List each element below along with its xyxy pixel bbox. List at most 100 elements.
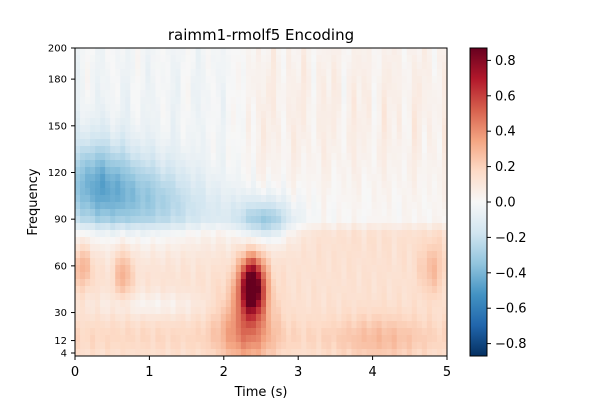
heatmap-cell [115,104,121,112]
heatmap-cell [411,160,418,168]
heatmap-cell [311,104,317,112]
heatmap-cell [396,188,403,196]
heatmap-cell [296,251,302,259]
heatmap-cell [75,335,81,343]
heatmap-cell [160,188,167,196]
heatmap-cell [185,279,192,287]
heatmap-cell [326,286,332,294]
heatmap-cell [316,83,322,91]
heatmap-cell [130,195,136,203]
heatmap-cell [416,307,423,315]
heatmap-cell [205,230,212,238]
heatmap-cell [90,83,96,91]
heatmap-cell [210,125,217,133]
heatmap-cell [220,69,227,77]
heatmap-cell [321,125,327,133]
heatmap-cell [271,265,277,273]
heatmap-cell [120,272,126,280]
heatmap-cell [245,104,252,112]
heatmap-cell [261,307,267,315]
heatmap-cell [95,293,101,301]
heatmap-cell [381,251,388,259]
heatmap-cell [301,328,307,336]
x-tick-label: 4 [368,365,376,380]
heatmap-cell [155,97,162,105]
heatmap-cell [90,90,96,98]
heatmap-cell [140,76,146,84]
heatmap-cell [311,195,317,203]
heatmap-cell [271,230,277,238]
heatmap-cell [245,188,252,196]
heatmap-cell [210,230,217,238]
heatmap-cell [190,272,197,280]
heatmap-cell [115,314,121,322]
heatmap-cell [401,314,408,322]
heatmap-cell [95,146,101,154]
heatmap-cell [411,195,418,203]
heatmap-cell [261,195,267,203]
heatmap-cell [105,111,111,119]
heatmap-cell [386,167,393,175]
heatmap-cell [391,300,398,308]
heatmap-cell [361,328,368,336]
heatmap-cell [90,139,96,147]
heatmap-cell [411,139,418,147]
heatmap-cell [441,314,447,322]
colorbar-tick-label: −0.2 [495,231,527,246]
heatmap-cell [190,328,197,336]
heatmap-cell [200,62,207,70]
heatmap-cell [115,307,121,315]
heatmap-cell [371,111,378,119]
heatmap-cell [341,300,348,308]
heatmap-cell [381,104,388,112]
heatmap-cell [95,111,101,119]
heatmap-cell [240,272,247,280]
heatmap-cell [80,83,86,91]
heatmap-cell [135,76,141,84]
heatmap-cell [150,223,157,231]
heatmap-cell [190,265,197,273]
heatmap-cell [286,321,292,329]
heatmap-cell [301,293,307,301]
heatmap-cell [190,237,197,245]
heatmap-cell [240,307,247,315]
heatmap-cell [416,188,423,196]
heatmap-cell [135,188,141,196]
heatmap-cell [200,167,207,175]
heatmap-cell [240,349,247,356]
heatmap-cell [376,174,383,182]
heatmap-cell [180,328,187,336]
heatmap-cell [165,265,172,273]
heatmap-cell [421,265,428,273]
heatmap-cell [235,216,242,224]
heatmap-cell [276,97,282,105]
heatmap-cell [220,76,227,84]
heatmap-cell [386,244,393,252]
heatmap-cell [85,139,91,147]
heatmap-cell [145,279,152,287]
heatmap-cell [376,314,383,322]
heatmap-cell [85,335,91,343]
heatmap-cell [240,286,247,294]
heatmap-cell [155,321,162,329]
heatmap-cell [326,132,332,140]
heatmap-cell [140,321,146,329]
heatmap-cell [245,279,252,287]
colorbar-tick-label: −0.4 [495,266,527,281]
heatmap-cell [371,272,378,280]
heatmap-cell [341,314,348,322]
heatmap-cell [326,125,332,133]
heatmap-cell [215,125,222,133]
heatmap-cell [266,62,272,70]
heatmap-cell [291,293,297,301]
heatmap-cell [215,342,222,350]
heatmap-cell [336,307,343,315]
heatmap-cell [276,258,282,266]
heatmap-cell [381,265,388,273]
heatmap-cell [311,111,317,119]
heatmap-cell [426,307,433,315]
heatmap-cell [266,349,272,356]
heatmap-cell [225,286,232,294]
heatmap-cell [376,237,383,245]
heatmap-cell [371,237,378,245]
